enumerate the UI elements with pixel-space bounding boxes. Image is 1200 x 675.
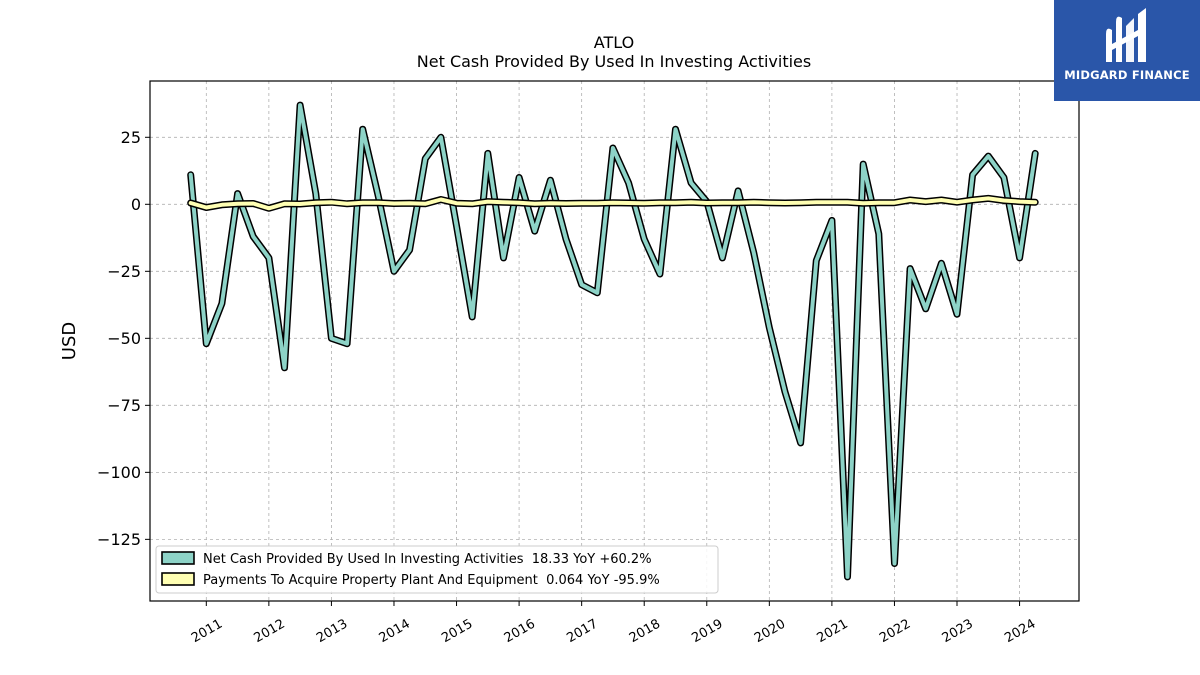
x-tick-label: 2013: [314, 617, 350, 647]
legend-swatch-net-cash: [161, 551, 195, 565]
y-tick-label: 0: [131, 195, 141, 214]
brand-name: MIDGARD FINANCE: [1064, 68, 1190, 82]
y-tick-label: −125: [97, 530, 141, 549]
series-net-cash-outline: [187, 101, 1039, 581]
y-tick-label: −25: [107, 262, 141, 281]
chart-title: ATLO: [594, 33, 634, 52]
x-tick-label: 2014: [377, 617, 413, 647]
legend-box: [155, 545, 719, 594]
x-tick-label: 2012: [252, 617, 288, 647]
chart-subtitle: Net Cash Provided By Used In Investing A…: [417, 52, 811, 71]
x-tick-label: 2011: [189, 617, 225, 647]
legend-label-capex: Payments To Acquire Property Plant And E…: [203, 573, 660, 588]
series-lines: [187, 101, 1039, 581]
x-tick-label: 2015: [439, 617, 475, 647]
brand-logo: MIDGARD FINANCE: [1054, 0, 1200, 101]
y-tick-label: −50: [107, 329, 141, 348]
y-tick-label: −75: [107, 396, 141, 415]
x-tick-label: 2018: [627, 617, 663, 647]
x-tick-label: 2022: [877, 617, 913, 647]
x-tick-label: 2021: [815, 617, 851, 647]
y-tick-label: −100: [97, 463, 141, 482]
x-tick-label: 2016: [502, 617, 538, 647]
legend-swatch-capex: [161, 572, 195, 586]
x-tick-label: 2017: [564, 617, 600, 647]
y-axis-label: USD: [59, 322, 80, 360]
plot-frame: [149, 80, 1080, 602]
x-tick-label: 2019: [689, 617, 725, 647]
series-capex-line: [188, 196, 1038, 211]
y-axis: 25 0 −25 −50 −75 −100 −125: [97, 128, 150, 549]
x-tick-label: 2023: [940, 617, 976, 647]
series-net-cash-line: [188, 103, 1038, 579]
legend-label-net-cash: Net Cash Provided By Used In Investing A…: [203, 552, 652, 567]
x-tick-label: 2020: [752, 617, 788, 647]
x-axis: 2011 2012 2013 2014 2015 2016 2017 2018 2019 2020…: [189, 601, 1038, 646]
legend: Net Cash Provided By Used In Investing A…: [155, 545, 719, 594]
brand-mark-icon: [1106, 8, 1146, 63]
x-tick-label: 2024: [1002, 617, 1038, 647]
y-tick-label: 25: [121, 128, 141, 147]
